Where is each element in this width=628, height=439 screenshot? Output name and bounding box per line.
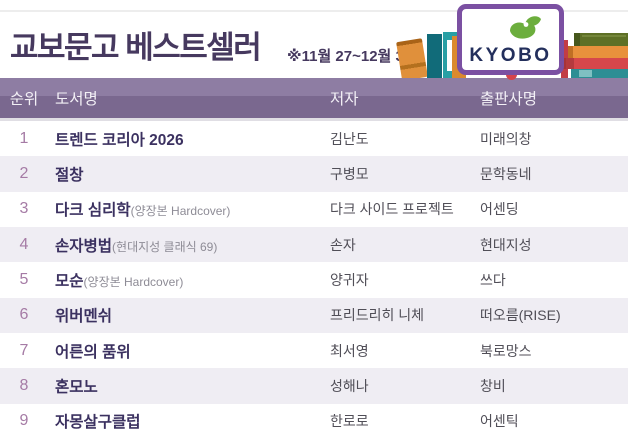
author-cell: 최서영 (330, 342, 369, 359)
book-title: 자몽살구클럽 (55, 414, 141, 432)
author-cell: 한로로 (330, 413, 369, 430)
column-header-rank: 순위 (9, 91, 39, 108)
book-illustration-red-sliver (561, 40, 568, 78)
rank-cell: 9 (19, 412, 29, 430)
publisher-cell: 어센틱 (480, 413, 519, 430)
book-illustration-orange-sliver (452, 36, 466, 79)
book-title-cell: 트렌드 코리아 2026 (48, 128, 323, 150)
book-title: 손자병법 (55, 237, 113, 255)
book-title-cell: 다크 심리학(양장본 Hardcover) (48, 198, 323, 220)
book-title: 다크 심리학 (55, 202, 131, 220)
book-title-cell: 모순(양장본 Hardcover) (48, 269, 323, 291)
book-illustration-stack-olive (574, 33, 628, 46)
author-cell: 프리드리히 니체 (330, 307, 425, 324)
book-title: 트렌드 코리아 2026 (55, 131, 184, 149)
bird-leaf-icon (510, 16, 541, 39)
book-title-note: (현대지성 클래식 69) (112, 239, 218, 254)
rank-cell: 5 (19, 270, 29, 288)
column-header-author: 저자 (330, 91, 359, 108)
publisher-cell: 어센딩 (480, 201, 519, 218)
rank-cell: 4 (19, 235, 29, 253)
book-title-cell: 위버멘쉬 (48, 304, 323, 326)
book-title: 모순 (55, 272, 84, 290)
table-row: 2 절창 구병모 문학동네 (0, 156, 628, 192)
rank-cell: 3 (19, 200, 29, 218)
table-row: 1 트렌드 코리아 2026 김난도 미래의창 (0, 121, 628, 157)
book-title: 위버멘쉬 (55, 308, 113, 326)
bestseller-table: 1 트렌드 코리아 2026 김난도 미래의창 2 절창 구병모 문학동네 3 … (0, 121, 628, 439)
table-row: 6 위버멘쉬 프리드리히 니체 떠오름(RISE) (0, 297, 628, 333)
book-title-note: (양장본 Hardcover) (83, 274, 184, 289)
book-title-note: (양장본 Hardcover) (130, 204, 231, 219)
author-cell: 구병모 (330, 165, 369, 182)
book-illustration-stack-red (562, 58, 628, 69)
author-cell: 성해나 (330, 377, 369, 394)
publisher-cell: 쓰다 (480, 271, 506, 288)
rank-cell: 7 (19, 341, 29, 359)
author-cell: 다크 사이드 프로젝트 (330, 201, 454, 218)
book-title-cell: 절창 (48, 163, 323, 185)
kyobo-sign: KYOBO (457, 4, 564, 75)
book-title: 절창 (55, 166, 84, 184)
top-divider-line (0, 10, 628, 12)
publisher-cell: 창비 (480, 377, 506, 394)
rank-cell: 8 (19, 376, 29, 394)
table-row: 4 손자병법(현대지성 클래식 69) 손자 현대지성 (0, 226, 628, 263)
publisher-cell: 현대지성 (480, 236, 532, 253)
book-illustration-teal-white (443, 32, 459, 79)
table-row: 5 모순(양장본 Hardcover) 양귀자 쓰다 (0, 262, 628, 298)
book-title: 혼모노 (55, 378, 98, 396)
rank-cell: 1 (19, 129, 29, 147)
table-row: 8 혼모노 성해나 창비 (0, 368, 628, 404)
table-header-row: 순위 도서명 저자 출판사명 (0, 78, 628, 118)
book-illustration-stack-orange (568, 46, 628, 58)
table-row: 9 자몽살구클럽 한로로 어센틱 (0, 403, 628, 439)
book-title-cell: 자몽살구클럽 (48, 410, 323, 432)
publisher-cell: 문학동네 (480, 165, 532, 182)
table-row: 3 다크 심리학(양장본 Hardcover) 다크 사이드 프로젝트 어센딩 (0, 191, 628, 227)
table-row: 7 어른의 품위 최서영 북로망스 (0, 332, 628, 369)
kyobo-logo-text: KYOBO (469, 45, 552, 66)
rank-cell: 6 (19, 306, 29, 324)
page-title: 교보문고 베스트셀러 (10, 30, 262, 65)
book-title-cell: 혼모노 (48, 375, 323, 397)
period-label: ※11월 27~12월 3일 (287, 48, 418, 65)
book-title-cell: 어른의 품위 (48, 340, 323, 362)
publisher-cell: 북로망스 (480, 342, 532, 359)
book-illustration-dark-teal (427, 34, 442, 79)
author-cell: 양귀자 (330, 271, 369, 288)
rank-cell: 2 (19, 164, 29, 182)
table-header-band (0, 78, 628, 118)
book-illustration-stack-teal (571, 69, 628, 78)
publisher-cell: 미래의창 (480, 130, 532, 147)
column-header-title: 도서명 (55, 91, 98, 108)
header-separator-line (0, 118, 628, 121)
book-title: 어른의 품위 (55, 343, 131, 361)
publisher-cell: 떠오름(RISE) (480, 307, 561, 324)
column-header-publisher: 출판사명 (480, 91, 538, 108)
author-cell: 김난도 (330, 130, 369, 147)
author-cell: 손자 (330, 236, 356, 253)
book-title-cell: 손자병법(현대지성 클래식 69) (48, 234, 323, 256)
